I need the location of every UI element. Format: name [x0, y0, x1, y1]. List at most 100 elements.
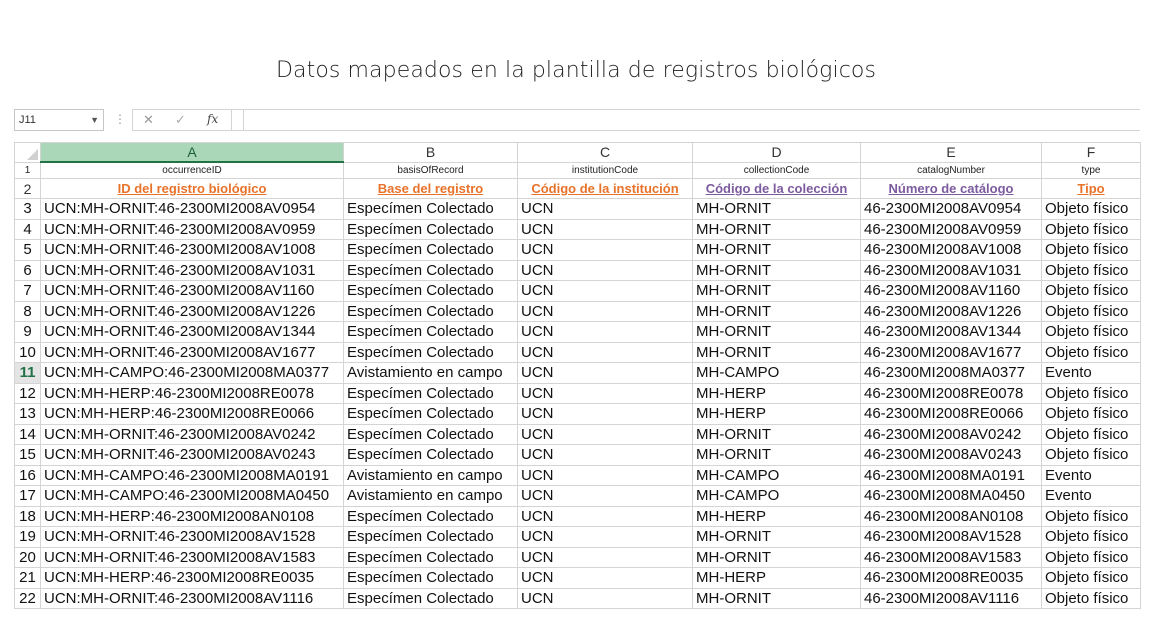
table-cell[interactable]: 46-2300MI2008AV1344 — [860, 321, 1042, 343]
table-cell[interactable]: UCN:MH-ORNIT:46-2300MI2008AV0959 — [40, 218, 344, 240]
table-cell[interactable]: Objeto físico — [1041, 259, 1141, 281]
table-cell[interactable]: Especímen Colectado — [343, 218, 518, 240]
table-cell[interactable]: Objeto físico — [1041, 423, 1141, 445]
table-cell[interactable]: UCN — [517, 464, 693, 486]
field-label-cell[interactable]: Número de catálogo — [860, 178, 1042, 199]
column-header-c[interactable]: C — [517, 142, 693, 163]
row-header[interactable]: 15 — [14, 444, 41, 466]
row-header[interactable]: 19 — [14, 526, 41, 548]
table-cell[interactable]: UCN:MH-ORNIT:46-2300MI2008AV1008 — [40, 239, 344, 261]
table-cell[interactable]: MH-ORNIT — [692, 280, 861, 302]
column-header-a[interactable]: A — [40, 142, 344, 163]
row-header[interactable]: 18 — [14, 505, 41, 527]
table-cell[interactable]: UCN:MH-CAMPO:46-2300MI2008MA0191 — [40, 464, 344, 486]
row-header[interactable]: 21 — [14, 567, 41, 589]
table-cell[interactable]: MH-ORNIT — [692, 259, 861, 281]
table-cell[interactable]: 46-2300MI2008AV1677 — [860, 341, 1042, 363]
table-cell[interactable]: Objeto físico — [1041, 587, 1141, 609]
table-cell[interactable]: 46-2300MI2008AV0954 — [860, 198, 1042, 220]
table-cell[interactable]: Objeto físico — [1041, 239, 1141, 261]
table-cell[interactable]: UCN — [517, 526, 693, 548]
table-cell[interactable]: UCN — [517, 300, 693, 322]
row-header[interactable]: 12 — [14, 382, 41, 404]
table-cell[interactable]: Especímen Colectado — [343, 341, 518, 363]
row-header[interactable]: 3 — [14, 198, 41, 220]
table-cell[interactable]: UCN — [517, 198, 693, 220]
table-cell[interactable]: Objeto físico — [1041, 505, 1141, 527]
row-header[interactable]: 2 — [14, 178, 41, 199]
table-cell[interactable]: UCN — [517, 362, 693, 384]
table-cell[interactable]: UCN:MH-ORNIT:46-2300MI2008AV1031 — [40, 259, 344, 281]
column-header-e[interactable]: E — [860, 142, 1042, 163]
field-name-cell[interactable]: type — [1041, 161, 1141, 179]
field-label-cell[interactable]: Tipo — [1041, 178, 1141, 199]
field-label-cell[interactable]: Código de la colección — [692, 178, 861, 199]
table-cell[interactable]: 46-2300MI2008RE0078 — [860, 382, 1042, 404]
enter-icon[interactable]: ✓ — [175, 112, 186, 127]
table-cell[interactable]: UCN — [517, 444, 693, 466]
table-cell[interactable]: Evento — [1041, 464, 1141, 486]
row-header[interactable]: 6 — [14, 259, 41, 281]
table-cell[interactable]: UCN — [517, 485, 693, 507]
table-cell[interactable]: Objeto físico — [1041, 321, 1141, 343]
table-cell[interactable]: Especímen Colectado — [343, 198, 518, 220]
table-cell[interactable]: UCN:MH-ORNIT:46-2300MI2008AV1116 — [40, 587, 344, 609]
table-cell[interactable]: Especímen Colectado — [343, 567, 518, 589]
table-cell[interactable]: MH-CAMPO — [692, 485, 861, 507]
table-cell[interactable]: Objeto físico — [1041, 300, 1141, 322]
table-cell[interactable]: 46-2300MI2008AV1116 — [860, 587, 1042, 609]
table-cell[interactable]: MH-ORNIT — [692, 341, 861, 363]
table-cell[interactable]: MH-ORNIT — [692, 321, 861, 343]
table-cell[interactable]: Especímen Colectado — [343, 505, 518, 527]
table-cell[interactable]: UCN — [517, 280, 693, 302]
table-cell[interactable]: Avistamiento en campo — [343, 485, 518, 507]
table-cell[interactable]: Especímen Colectado — [343, 546, 518, 568]
table-cell[interactable]: UCN — [517, 239, 693, 261]
field-name-cell[interactable]: basisOfRecord — [343, 161, 518, 179]
table-cell[interactable]: Especímen Colectado — [343, 259, 518, 281]
table-cell[interactable]: MH-HERP — [692, 382, 861, 404]
table-cell[interactable]: MH-ORNIT — [692, 423, 861, 445]
table-cell[interactable]: MH-ORNIT — [692, 444, 861, 466]
table-cell[interactable]: Objeto físico — [1041, 526, 1141, 548]
column-header-d[interactable]: D — [692, 142, 861, 163]
row-header[interactable]: 14 — [14, 423, 41, 445]
field-name-cell[interactable]: catalogNumber — [860, 161, 1042, 179]
table-cell[interactable]: Especímen Colectado — [343, 239, 518, 261]
table-cell[interactable]: Objeto físico — [1041, 218, 1141, 240]
table-cell[interactable]: Especímen Colectado — [343, 321, 518, 343]
table-cell[interactable]: MH-ORNIT — [692, 218, 861, 240]
table-cell[interactable]: Especímen Colectado — [343, 300, 518, 322]
table-cell[interactable]: MH-ORNIT — [692, 546, 861, 568]
table-cell[interactable]: 46-2300MI2008AV1583 — [860, 546, 1042, 568]
table-cell[interactable]: UCN — [517, 218, 693, 240]
table-cell[interactable]: UCN:MH-HERP:46-2300MI2008RE0078 — [40, 382, 344, 404]
table-cell[interactable]: UCN:MH-ORNIT:46-2300MI2008AV0954 — [40, 198, 344, 220]
field-name-cell[interactable]: institutionCode — [517, 161, 693, 179]
row-header[interactable]: 5 — [14, 239, 41, 261]
table-cell[interactable]: UCN:MH-ORNIT:46-2300MI2008AV0243 — [40, 444, 344, 466]
table-cell[interactable]: UCN:MH-ORNIT:46-2300MI2008AV0242 — [40, 423, 344, 445]
table-cell[interactable]: 46-2300MI2008AV0243 — [860, 444, 1042, 466]
table-cell[interactable]: UCN — [517, 587, 693, 609]
table-cell[interactable]: Especímen Colectado — [343, 423, 518, 445]
table-cell[interactable]: 46-2300MI2008AV1031 — [860, 259, 1042, 281]
row-header[interactable]: 7 — [14, 280, 41, 302]
table-cell[interactable]: MH-ORNIT — [692, 587, 861, 609]
formula-input[interactable] — [231, 109, 1140, 131]
table-cell[interactable]: UCN:MH-ORNIT:46-2300MI2008AV1677 — [40, 341, 344, 363]
table-cell[interactable]: 46-2300MI2008MA0191 — [860, 464, 1042, 486]
table-cell[interactable]: MH-HERP — [692, 567, 861, 589]
table-cell[interactable]: UCN — [517, 546, 693, 568]
table-cell[interactable]: MH-ORNIT — [692, 300, 861, 322]
field-label-cell[interactable]: Base del registro — [343, 178, 518, 199]
row-header[interactable]: 1 — [14, 161, 41, 179]
field-label-cell[interactable]: ID del registro biológico — [40, 178, 344, 199]
table-cell[interactable]: UCN — [517, 382, 693, 404]
table-cell[interactable]: Objeto físico — [1041, 444, 1141, 466]
select-all-corner[interactable] — [14, 142, 41, 163]
table-cell[interactable]: UCN — [517, 321, 693, 343]
table-cell[interactable]: UCN:MH-ORNIT:46-2300MI2008AV1160 — [40, 280, 344, 302]
table-cell[interactable]: Especímen Colectado — [343, 444, 518, 466]
table-cell[interactable]: Especímen Colectado — [343, 382, 518, 404]
